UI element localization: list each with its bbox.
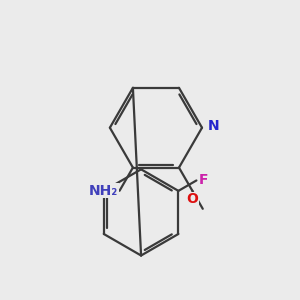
Text: NH₂: NH₂ [89, 184, 118, 198]
Text: F: F [199, 173, 208, 188]
Text: N: N [207, 119, 219, 133]
Text: O: O [186, 192, 198, 206]
